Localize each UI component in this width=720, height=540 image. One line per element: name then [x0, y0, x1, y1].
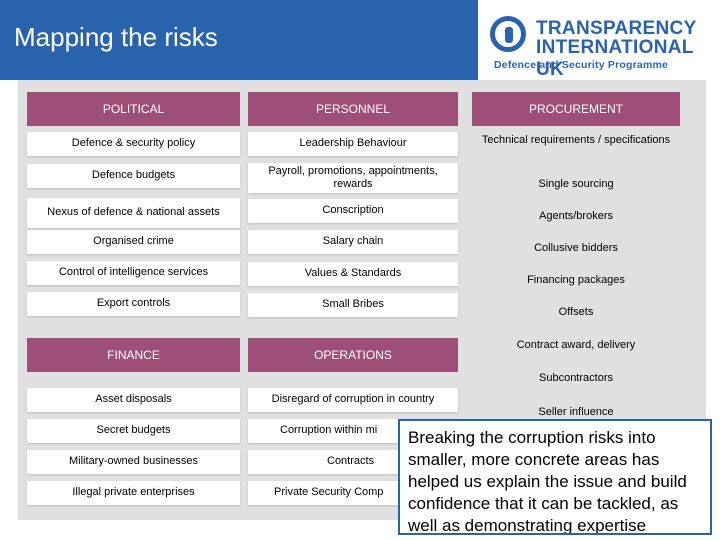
political-item: Defence & security policy — [27, 132, 240, 156]
procurement-item: Offsets — [558, 306, 594, 318]
personnel-item: Values & Standards — [248, 262, 458, 286]
personnel-item: Conscription — [248, 199, 458, 223]
political-item: Export controls — [27, 292, 240, 316]
category-finance-header: FINANCE — [27, 338, 240, 372]
procurement-item: Single sourcing — [538, 178, 614, 190]
procurement-item: Financing packages — [527, 274, 625, 286]
finance-item: Illegal private enterprises — [27, 481, 240, 505]
category-operations-header: OPERATIONS — [248, 338, 458, 372]
political-item: Nexus of defence & national assets — [27, 198, 240, 228]
finance-item: Military-owned businesses — [27, 450, 240, 474]
procurement-item: Contract award, delivery — [516, 339, 636, 351]
personnel-item: Small Bribes — [248, 293, 458, 317]
personnel-item: Payroll, promotions, appointments, rewar… — [248, 163, 458, 193]
category-political-header: POLITICAL — [27, 92, 240, 126]
procurement-item: Agents/brokers — [539, 210, 613, 222]
logo-line-2: INTERNATIONAL UK — [536, 37, 694, 80]
political-item: Control of intelligence services — [27, 261, 240, 285]
finance-item: Secret budgets — [27, 419, 240, 443]
category-personnel-header: PERSONNEL — [248, 92, 458, 126]
personnel-item: Salary chain — [248, 230, 458, 254]
operations-item: Disregard of corruption in country — [248, 388, 458, 412]
procurement-item: Seller influence — [538, 406, 614, 418]
procurement-item: Technical requirements / specifications — [481, 134, 671, 146]
callout-textbox: Breaking the corruption risks into small… — [398, 419, 712, 535]
personnel-item: Leadership Behaviour — [248, 132, 458, 156]
procurement-item: Collusive bidders — [534, 242, 618, 254]
political-item: Defence budgets — [27, 164, 240, 188]
logo-line-1: TRANSPARENCY — [536, 18, 697, 39]
title-bar: Mapping the risks — [0, 0, 478, 80]
logo-subtitle: Defence and Security Programme — [494, 59, 669, 71]
political-item: Organised crime — [27, 230, 240, 254]
page-title: Mapping the risks — [14, 22, 218, 52]
category-procurement-header: PROCUREMENT — [472, 92, 680, 126]
finance-item: Asset disposals — [27, 388, 240, 412]
procurement-item: Subcontractors — [539, 372, 613, 384]
transparency-international-logo: TRANSPARENCY INTERNATIONAL UK Defence an… — [478, 0, 720, 80]
globe-person-icon — [490, 16, 526, 52]
